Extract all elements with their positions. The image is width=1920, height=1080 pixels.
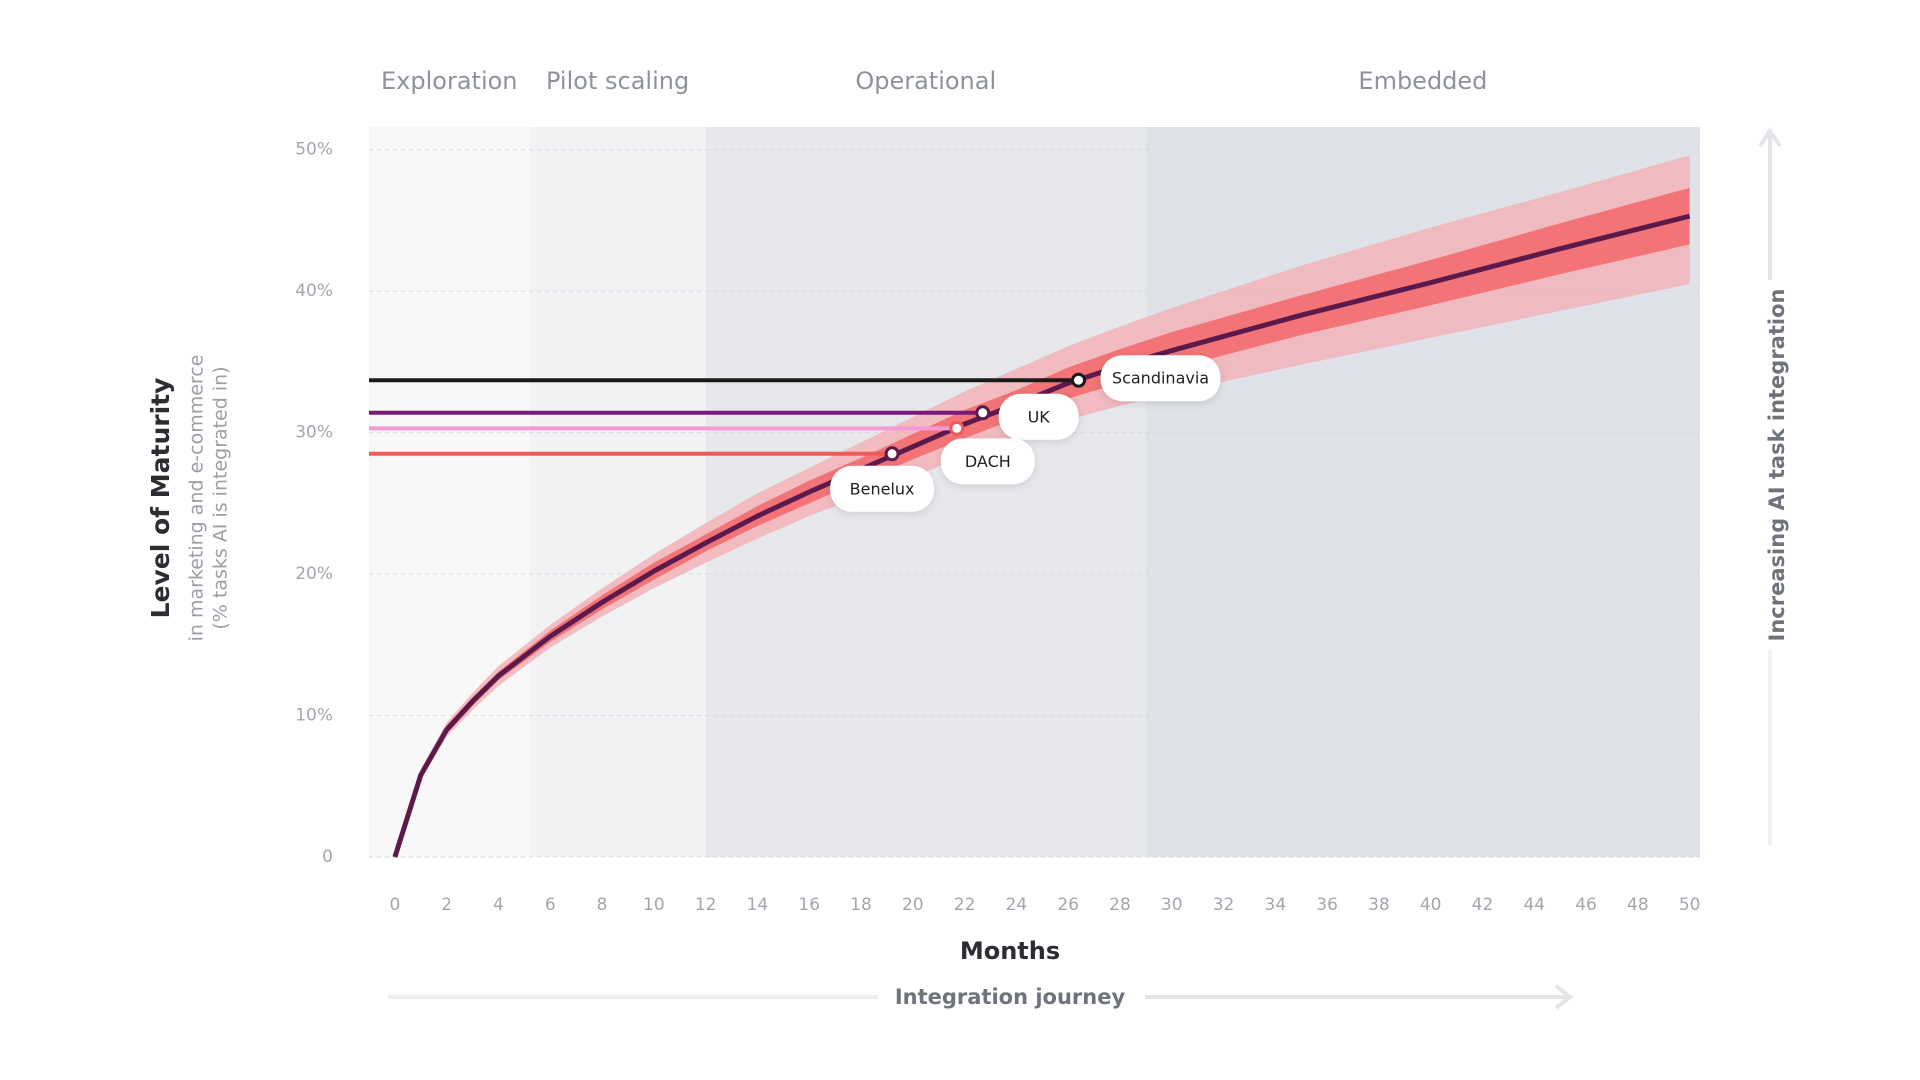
x-tick-label: 14 <box>747 895 769 915</box>
confidence-band <box>394 155 1690 858</box>
x-tick-label: 12 <box>695 895 717 915</box>
x-tick-label: 46 <box>1575 895 1597 915</box>
region-point <box>1071 372 1087 388</box>
y-tick-label: 50% <box>295 140 333 160</box>
y-axis-title: Level of Maturity <box>146 378 175 619</box>
phase-label: Embedded <box>1358 67 1487 95</box>
y-tick-label: 30% <box>295 423 333 443</box>
region-callout <box>830 465 935 512</box>
x-tick-label: 40 <box>1420 895 1442 915</box>
x-tick-label: 16 <box>798 895 820 915</box>
right-label: Increasing AI task integration <box>1765 289 1789 642</box>
x-tick-label: 42 <box>1472 895 1494 915</box>
x-tick-label: 26 <box>1057 895 1079 915</box>
x-tick-label: 32 <box>1213 895 1235 915</box>
phase-label: Operational <box>855 67 996 95</box>
region-label: Benelux <box>850 479 915 498</box>
x-tick-label: 22 <box>954 895 976 915</box>
x-tick-label: 44 <box>1523 895 1545 915</box>
x-tick-label: 30 <box>1161 895 1183 915</box>
phase-band <box>369 127 530 857</box>
x-tick-label: 20 <box>902 895 924 915</box>
phase-label: Pilot scaling <box>546 67 689 95</box>
y-tick-label: 40% <box>295 281 333 301</box>
phase-band <box>529 127 706 857</box>
journey-arrow-head <box>1554 984 1574 1010</box>
y-tick-label: 0 <box>322 847 333 867</box>
x-tick-label: 18 <box>850 895 872 915</box>
region-callout <box>1100 355 1221 402</box>
x-tick-label: 34 <box>1265 895 1287 915</box>
region-label: Scandinavia <box>1112 369 1209 388</box>
x-tick-label: 4 <box>493 895 504 915</box>
y-axis-subtitle: (% tasks AI is integrated in) <box>210 366 232 629</box>
x-tick-label: 36 <box>1316 895 1338 915</box>
x-axis-title: Months <box>960 937 1060 965</box>
journey-label: Integration journey <box>895 985 1126 1009</box>
confidence-band <box>394 187 1690 858</box>
region-callout <box>940 438 1035 485</box>
x-tick-label: 2 <box>441 895 452 915</box>
y-tick-label: 10% <box>295 706 333 726</box>
region-label: UK <box>1028 407 1051 426</box>
region-callout <box>998 393 1079 440</box>
x-tick-label: 10 <box>643 895 665 915</box>
x-tick-label: 28 <box>1109 895 1131 915</box>
x-tick-label: 8 <box>597 895 608 915</box>
region-point <box>975 405 991 421</box>
region-label: DACH <box>965 452 1011 471</box>
x-tick-label: 38 <box>1368 895 1390 915</box>
region-point <box>884 446 900 462</box>
phase-label: Exploration <box>381 67 518 95</box>
right-arrow-head <box>1758 127 1782 148</box>
x-tick-label: 0 <box>389 895 400 915</box>
x-tick-label: 50 <box>1679 895 1701 915</box>
x-tick-label: 6 <box>545 895 556 915</box>
region-point <box>949 420 965 436</box>
y-tick-label: 20% <box>295 564 333 584</box>
x-tick-label: 48 <box>1627 895 1649 915</box>
x-tick-label: 24 <box>1006 895 1028 915</box>
y-axis-subtitle: in marketing and e-commerce <box>186 355 208 642</box>
